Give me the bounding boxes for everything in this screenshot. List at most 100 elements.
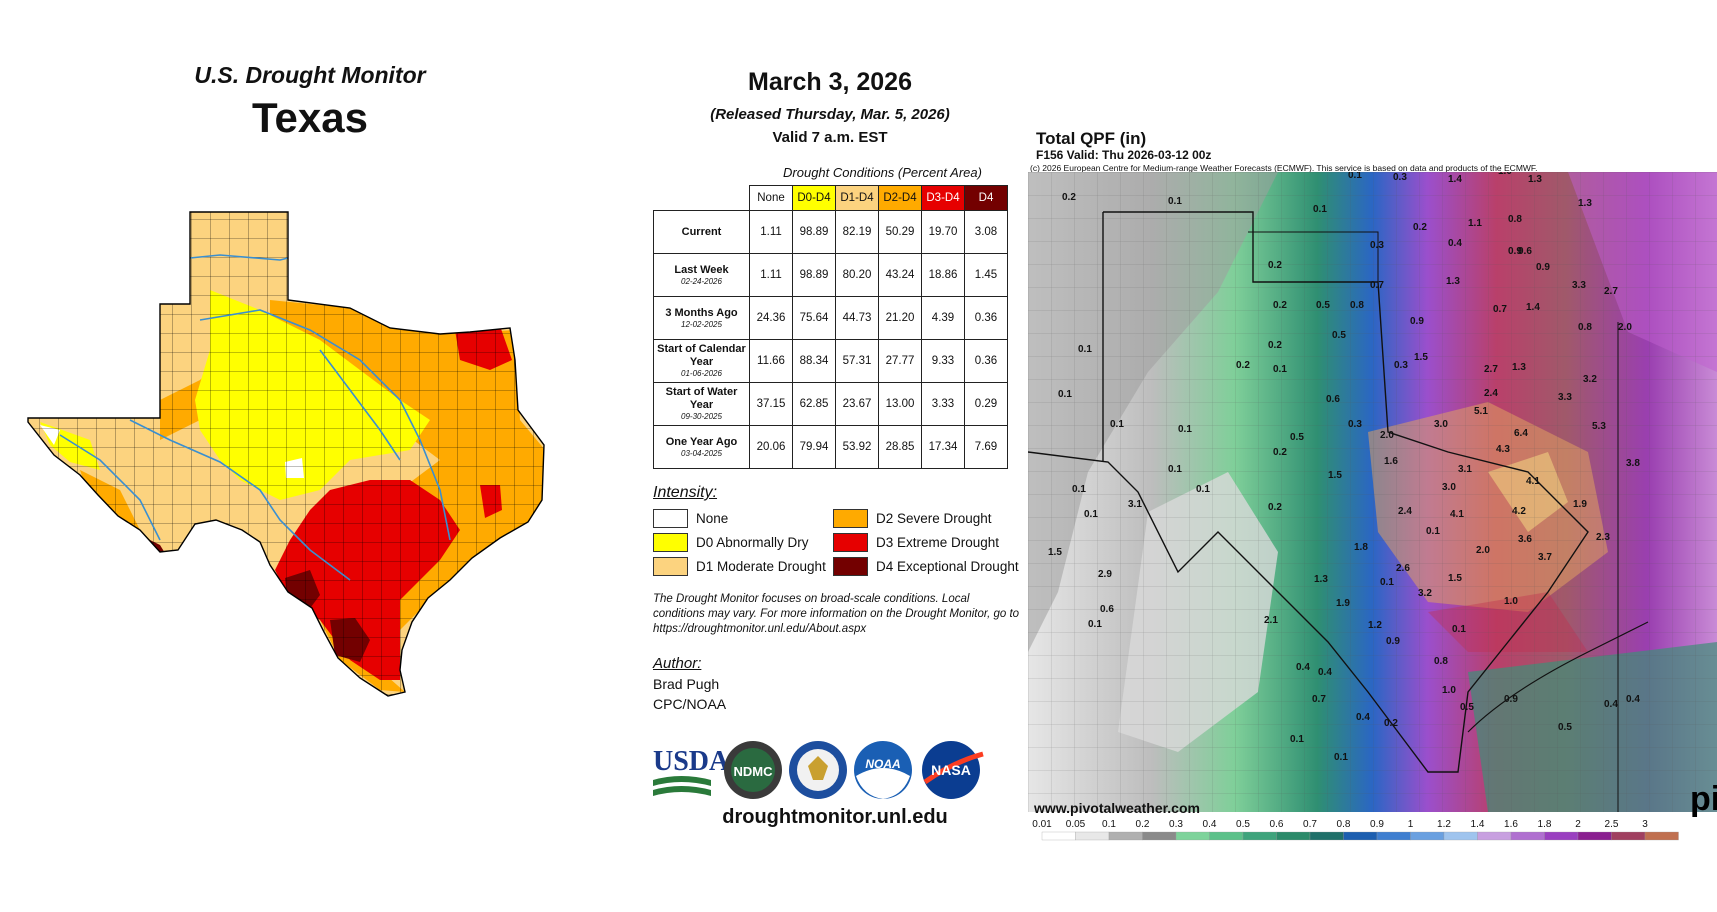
qpf-value-label: 1.9 [1573,499,1587,510]
table-cell: 0.36 [964,296,1008,340]
legend-item-d3: D3 Extreme Drought [833,533,999,552]
qpf-value-label: 0.4 [1448,238,1462,249]
texas-drought-map [27,211,545,697]
qpf-value-label: 2.7 [1604,286,1618,297]
qpf-value-label: 0.1 [1078,344,1092,355]
qpf-value-label: 0.4 [1318,667,1332,678]
svg-text:USDA: USDA [653,746,730,777]
colorbar-swatch [1644,831,1679,841]
qpf-value-label: 0.5 [1460,702,1474,713]
qpf-value-label: 0.1 [1273,364,1287,375]
col-header: D1-D4 [835,185,879,211]
table-cell: 21.20 [878,296,922,340]
state-title: Texas [252,94,368,141]
doc-seal-logo [789,741,847,799]
qpf-value-label: 1.0 [1442,685,1456,696]
qpf-value-label: 0.9 [1508,246,1522,257]
nasa-logo: NASA [922,741,984,799]
qpf-value-label: 3.1 [1128,499,1142,510]
colorbar-swatch [1410,831,1445,841]
qpf-title: Total QPF (in) [1036,129,1147,148]
qpf-value-label: 0.8 [1508,214,1522,225]
qpf-value-label: 3.8 [1626,458,1640,469]
qpf-value-label: 0.4 [1626,694,1640,705]
colorbar-swatch [1108,831,1143,841]
qpf-value-label: 3.6 [1518,534,1532,545]
colorbar-tick-label: 1.4 [1471,819,1485,830]
valid-time: Valid 7 a.m. EST [772,129,888,146]
qpf-value-label: 0.2 [1273,447,1287,458]
colorbar-swatch [1577,831,1612,841]
qpf-value-label: 1.5 [1328,470,1342,481]
drought-conditions-table: None D0-D4 D1-D4 D2-D4 D3-D4 D4 Current … [653,185,1008,469]
legend-item-d2: D2 Severe Drought [833,509,992,528]
qpf-value-label: 4.2 [1512,506,1526,517]
qpf-value-label: 0.6 [1100,604,1114,615]
table-cell: 28.85 [878,425,922,469]
qpf-value-label: 1.5 [1448,573,1462,584]
colorbar-tick-label: 3 [1642,819,1648,830]
qpf-value-label: 0.1 [1348,172,1362,181]
svg-text:NDMC: NDMC [734,764,774,779]
qpf-value-label: 0.1 [1426,526,1440,537]
qpf-value-label: 0.1 [1452,624,1466,635]
qpf-value-label: 0.7 [1370,280,1384,291]
legend-swatch [653,557,688,576]
table-cell: 88.34 [792,339,836,383]
qpf-value-label: 3.0 [1442,482,1456,493]
qpf-value-label: 1.1 [1468,218,1482,229]
colorbar-ticks: 0.01 0.05 0.1 0.2 0.3 0.4 0.5 0.6 0.7 0.8 0.9 1 1.2 1… [1032,819,1648,830]
colorbar-tick-label: 0.1 [1102,819,1116,830]
qpf-value-label: 0.7 [1493,304,1507,315]
map-date: March 3, 2026 [748,68,912,96]
qpf-value-label: 4.3 [1496,444,1510,455]
colorbar-swatch [1376,831,1411,841]
table-corner [654,186,750,211]
colorbar-swatch [1276,831,1311,841]
qpf-value-label: 0.3 [1394,360,1408,371]
row-label: Current [653,210,750,254]
qpf-value-label: 4.1 [1450,509,1464,520]
qpf-value-label: 3.2 [1418,588,1432,599]
qpf-value-label: 1.0 [1504,596,1518,607]
colorbar-swatch [1175,831,1210,841]
legend-swatch [653,533,688,552]
row-label: Start of Calendar Year 01-06-2026 [653,339,750,383]
table-cell: 19.70 [921,210,965,254]
colorbar-tick-label: 2 [1575,819,1581,830]
ndmc-logo: NDMC [724,741,782,799]
table-caption: Drought Conditions (Percent Area) [783,165,982,180]
row-label: One Year Ago 03-04-2025 [653,425,750,469]
table-row: Current 1.11 98.89 82.19 50.29 19.70 3.0… [653,210,1008,254]
intensity-title: Intensity: [653,484,718,501]
colorbar-swatch [1041,831,1076,841]
qpf-value-label: 5.3 [1592,421,1606,432]
qpf-value-label: 0.2 [1268,340,1282,351]
qpf-value-label: 1.3 [1512,362,1526,373]
colorbar-tick-label: 1.6 [1504,819,1518,830]
qpf-value-label: 2.0 [1618,322,1632,333]
qpf-map: 0.2 0.1 0.1 0.3 1.4 1.0 1.3 0.1 0.3 0.2 0.4 1.1 0.8 1… [1028,172,1717,812]
colorbar-swatch [1443,831,1478,841]
table-cell: 37.15 [749,382,793,426]
table-cell: 43.24 [878,253,922,297]
qpf-value-label: 0.5 [1290,432,1304,443]
qpf-value-label: 4.1 [1526,476,1540,487]
table-cell: 1.11 [749,210,793,254]
qpf-value-labels: 0.2 0.1 0.1 0.3 1.4 1.0 1.3 0.1 0.3 0.2 0.4 1.1 0.8 1… [1048,172,1640,763]
qpf-value-label: 0.5 [1332,330,1346,341]
drought-monitor-url[interactable]: droughtmonitor.unl.edu [722,806,948,828]
table-row: Start of Calendar Year 01-06-2026 11.66 8… [653,339,1008,383]
table-cell: 1.11 [749,253,793,297]
qpf-value-label: 0.5 [1558,722,1572,733]
table-cell: 53.92 [835,425,879,469]
colorbar-tick-label: 1.2 [1437,819,1451,830]
qpf-value-label: 1.9 [1336,598,1350,609]
table-cell: 75.64 [792,296,836,340]
qpf-value-label: 0.1 [1072,484,1086,495]
qpf-value-label: 0.6 [1326,394,1340,405]
qpf-value-label: 0.1 [1313,204,1327,215]
author-name: Brad Pugh [653,676,720,692]
pivotal-site[interactable]: www.pivotalweather.com [1034,800,1200,816]
qpf-valid-time: F156 Valid: Thu 2026-03-12 00z [1036,148,1212,162]
